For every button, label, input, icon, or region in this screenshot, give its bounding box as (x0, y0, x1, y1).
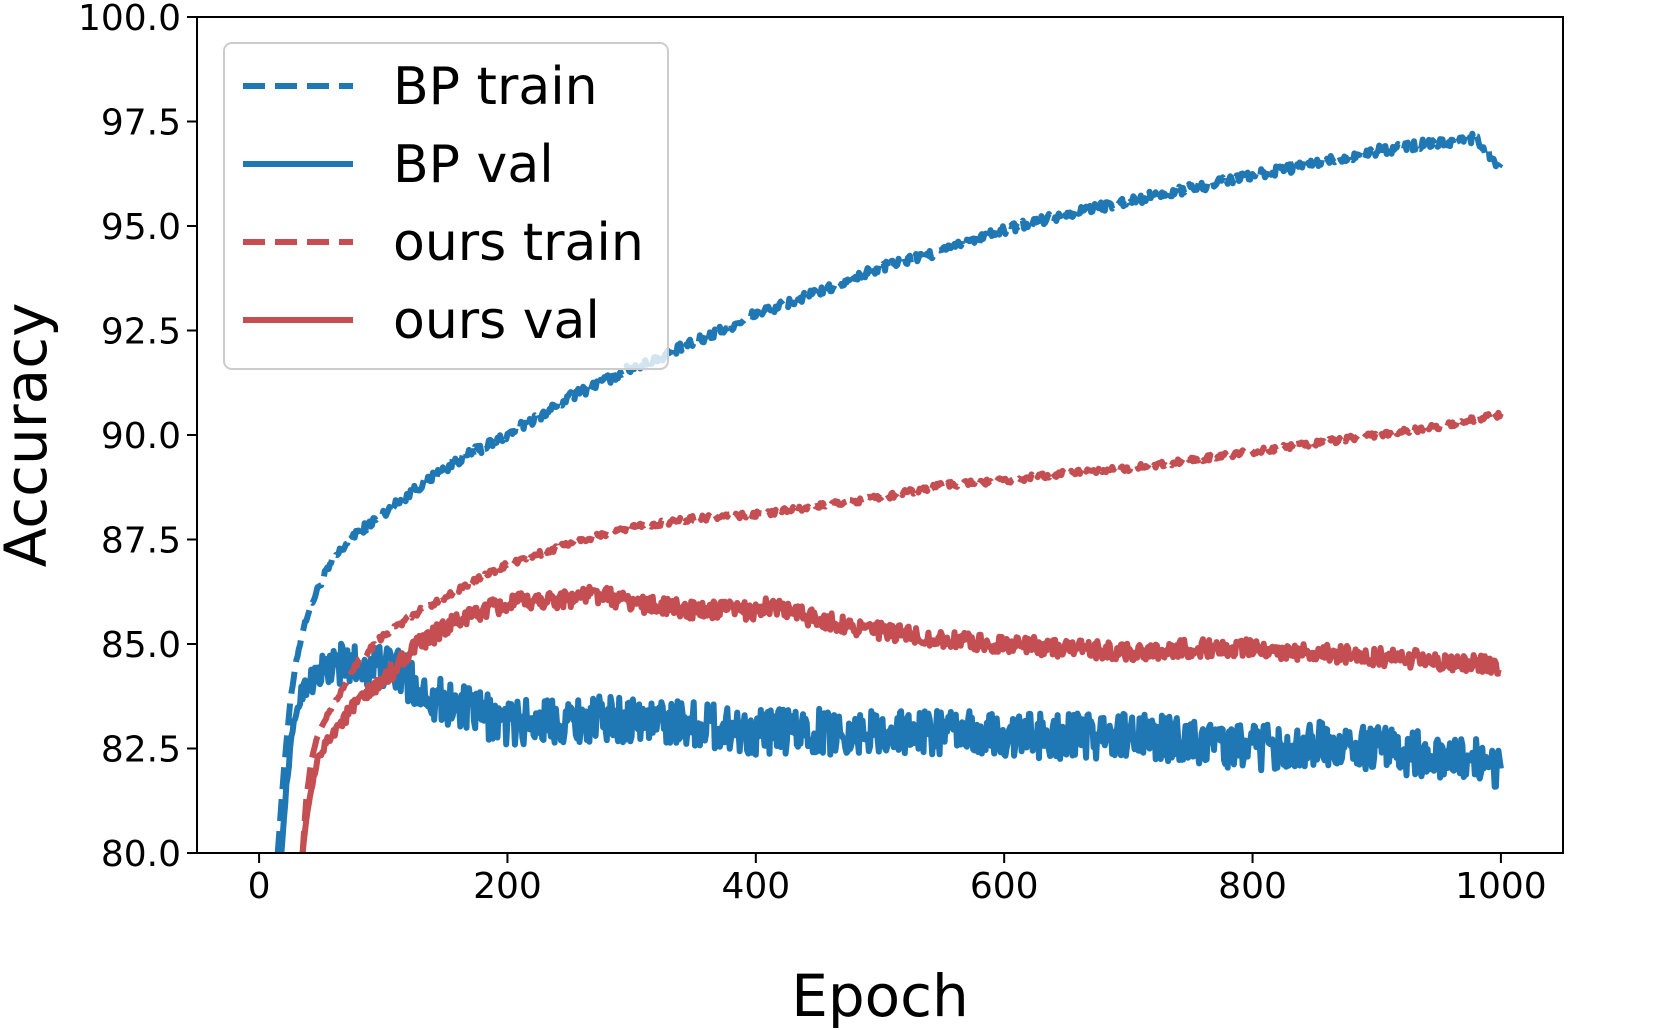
x-axis-ticks: 0 200 400 600 800 1000 (248, 853, 1547, 907)
x-tick-label: 1000 (1455, 866, 1547, 907)
legend-label-ours-val: ours val (393, 291, 600, 351)
legend: BP train BP val ours train ours val (223, 42, 669, 370)
legend-label-bp-train: BP train (393, 57, 598, 117)
x-tick-label: 200 (473, 866, 542, 907)
y-tick-label: 87.5 (101, 521, 181, 562)
y-tick-label: 92.5 (101, 312, 181, 353)
x-tick-label: 600 (970, 866, 1039, 907)
y-tick-label: 90.0 (101, 416, 181, 457)
series-line-bp-train (274, 130, 1504, 853)
y-tick-label: 82.5 (101, 730, 181, 771)
y-tick-label: 85.0 (101, 625, 181, 666)
y-axis-label: Accuracy (0, 303, 60, 568)
series-layer (274, 130, 1504, 853)
x-axis-label: Epoch (791, 962, 969, 1030)
legend-box (223, 42, 669, 370)
y-axis-ticks: 80.0 82.5 85.0 87.5 90.0 92.5 95.0 97.5 100.0 (78, 0, 197, 875)
series-line-ours-val (299, 583, 1503, 853)
y-tick-label: 100.0 (78, 0, 181, 39)
y-tick-label: 97.5 (101, 103, 181, 144)
series-line-bp-val (278, 640, 1504, 853)
x-tick-label: 0 (248, 866, 271, 907)
x-tick-label: 400 (721, 866, 790, 907)
legend-label-ours-train: ours train (393, 213, 644, 273)
series-line-ours-train (299, 409, 1504, 853)
x-tick-label: 800 (1218, 866, 1287, 907)
legend-label-bp-val: BP val (393, 135, 554, 195)
y-tick-label: 80.0 (101, 834, 181, 875)
y-tick-label: 95.0 (101, 207, 181, 248)
